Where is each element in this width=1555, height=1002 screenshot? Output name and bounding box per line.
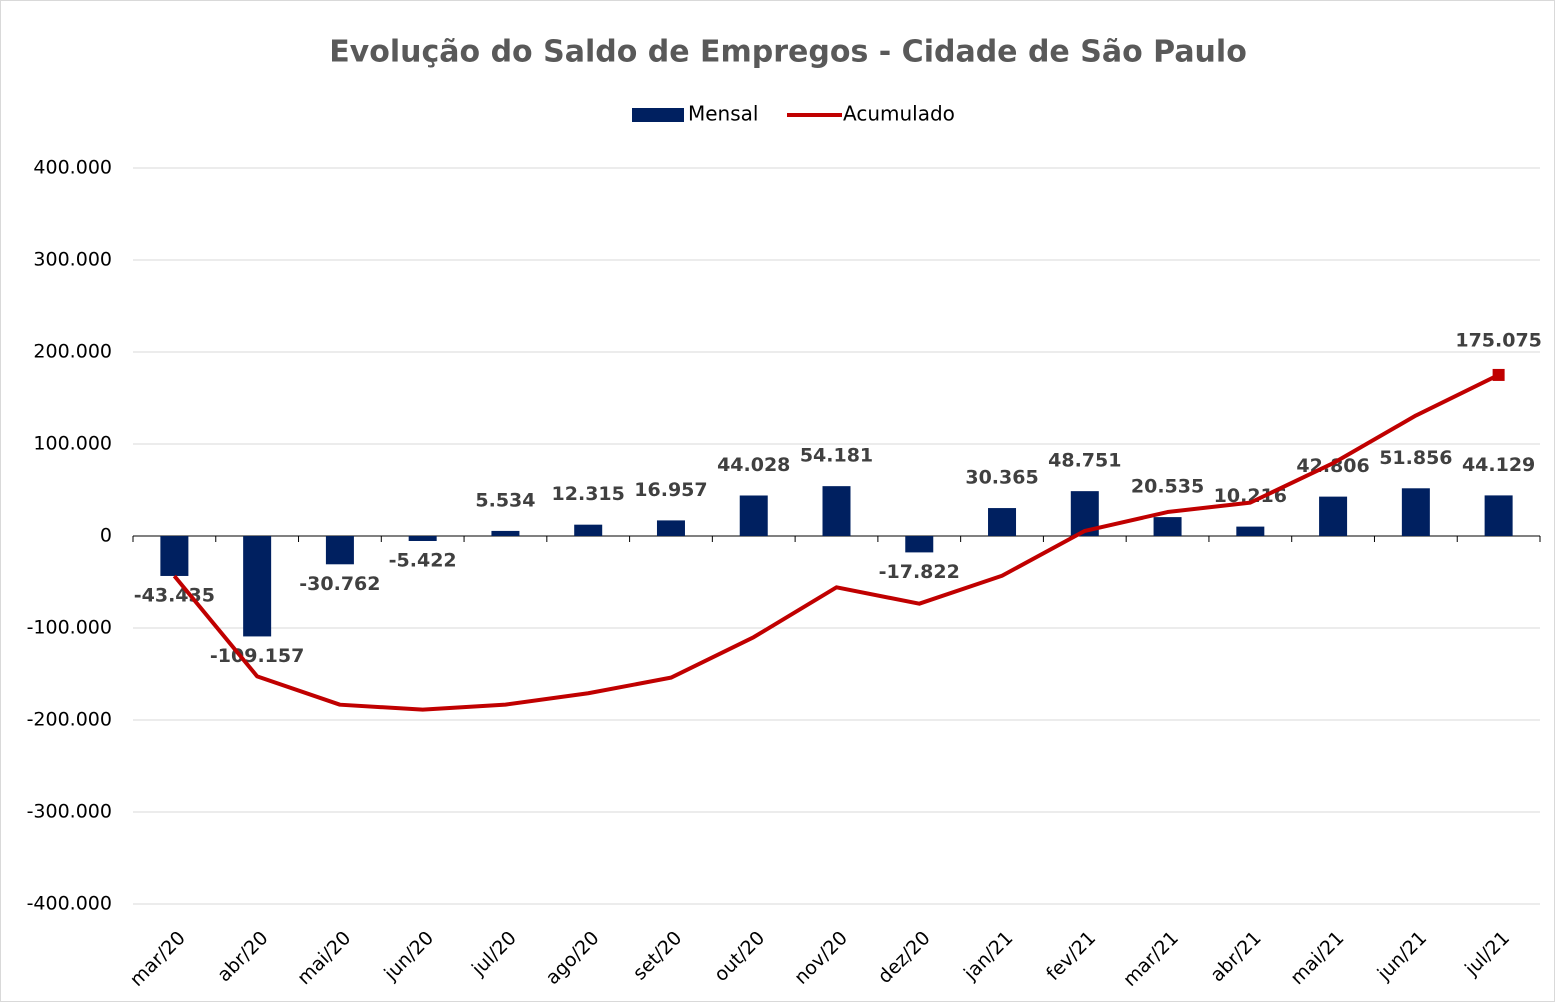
bar bbox=[1153, 517, 1182, 536]
bar bbox=[243, 536, 272, 637]
bar bbox=[988, 508, 1017, 536]
y-tick-label: 100.000 bbox=[33, 433, 112, 455]
line bbox=[172, 373, 1500, 712]
bar bbox=[905, 536, 934, 553]
y-tick-label: -100.000 bbox=[27, 617, 112, 639]
data-label: 44.028 bbox=[717, 454, 790, 476]
data-label: 54.181 bbox=[800, 445, 873, 467]
data-label: 175.075 bbox=[1455, 329, 1542, 351]
chart-title: Evolução do Saldo de Empregos - Cidade d… bbox=[329, 35, 1247, 70]
y-tick-label: 400.000 bbox=[33, 157, 112, 179]
bar bbox=[574, 524, 603, 536]
legend-label: Acumulado bbox=[843, 102, 955, 126]
bar bbox=[1319, 496, 1348, 536]
bar bbox=[822, 486, 851, 536]
bar bbox=[1401, 488, 1430, 536]
y-tick-label: 300.000 bbox=[33, 249, 112, 271]
legend-swatch bbox=[632, 108, 684, 122]
y-tick-label: 200.000 bbox=[33, 341, 112, 363]
y-tick-label: 0 bbox=[100, 525, 112, 547]
data-label: 5.534 bbox=[475, 489, 535, 511]
data-label: -109.157 bbox=[210, 645, 304, 667]
data-label: 16.957 bbox=[634, 479, 707, 501]
y-tick-label: -200.000 bbox=[27, 709, 112, 731]
data-label: 48.751 bbox=[1048, 450, 1121, 472]
data-label: 30.365 bbox=[965, 467, 1038, 489]
bar bbox=[325, 536, 354, 565]
data-label: -30.762 bbox=[299, 573, 380, 595]
y-tick-label: -400.000 bbox=[27, 893, 112, 915]
bar bbox=[408, 536, 437, 541]
data-label: 10.216 bbox=[1214, 485, 1287, 507]
data-label: 51.856 bbox=[1379, 447, 1452, 469]
data-label: -17.822 bbox=[879, 561, 960, 583]
bar bbox=[1236, 526, 1265, 536]
legend-label: Mensal bbox=[688, 102, 758, 126]
data-label: 12.315 bbox=[552, 483, 625, 505]
data-label: 20.535 bbox=[1131, 476, 1204, 498]
bar bbox=[656, 520, 685, 536]
data-label: -5.422 bbox=[389, 549, 457, 571]
bar bbox=[491, 530, 520, 536]
end-marker bbox=[1492, 368, 1505, 381]
bar bbox=[1484, 495, 1513, 536]
bar bbox=[160, 536, 189, 576]
data-label: -43.435 bbox=[134, 584, 215, 606]
data-label: 44.129 bbox=[1462, 454, 1535, 476]
y-tick-label: -300.000 bbox=[27, 801, 112, 823]
bar bbox=[739, 495, 768, 536]
